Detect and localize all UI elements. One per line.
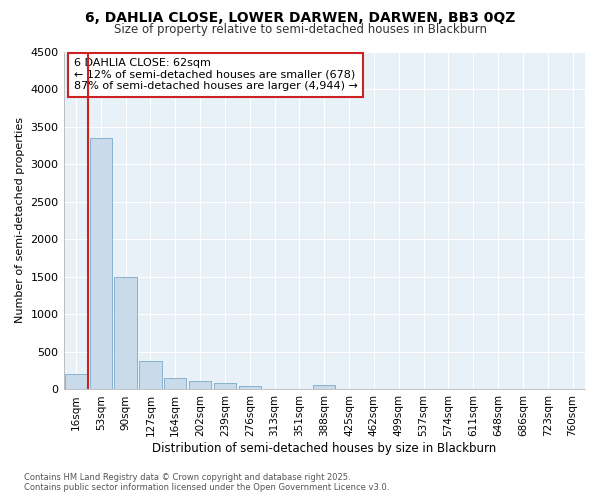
Text: 6 DAHLIA CLOSE: 62sqm
← 12% of semi-detached houses are smaller (678)
87% of sem: 6 DAHLIA CLOSE: 62sqm ← 12% of semi-deta… (74, 58, 358, 92)
X-axis label: Distribution of semi-detached houses by size in Blackburn: Distribution of semi-detached houses by … (152, 442, 496, 455)
Bar (89, 138, 112, 390)
Text: Size of property relative to semi-detached houses in Blackburn: Size of property relative to semi-detach… (113, 22, 487, 36)
Bar (239, 386, 261, 390)
Bar (313, 385, 335, 390)
Bar (189, 381, 211, 390)
Y-axis label: Number of semi-detached properties: Number of semi-detached properties (15, 118, 25, 324)
Text: 6, DAHLIA CLOSE, LOWER DARWEN, DARWEN, BB3 0QZ: 6, DAHLIA CLOSE, LOWER DARWEN, DARWEN, B… (85, 11, 515, 25)
Bar (164, 378, 187, 390)
Bar (139, 361, 161, 390)
Bar (115, 277, 137, 390)
Bar (214, 384, 236, 390)
Bar (65, 374, 87, 390)
Text: Contains HM Land Registry data © Crown copyright and database right 2025.
Contai: Contains HM Land Registry data © Crown c… (24, 473, 389, 492)
